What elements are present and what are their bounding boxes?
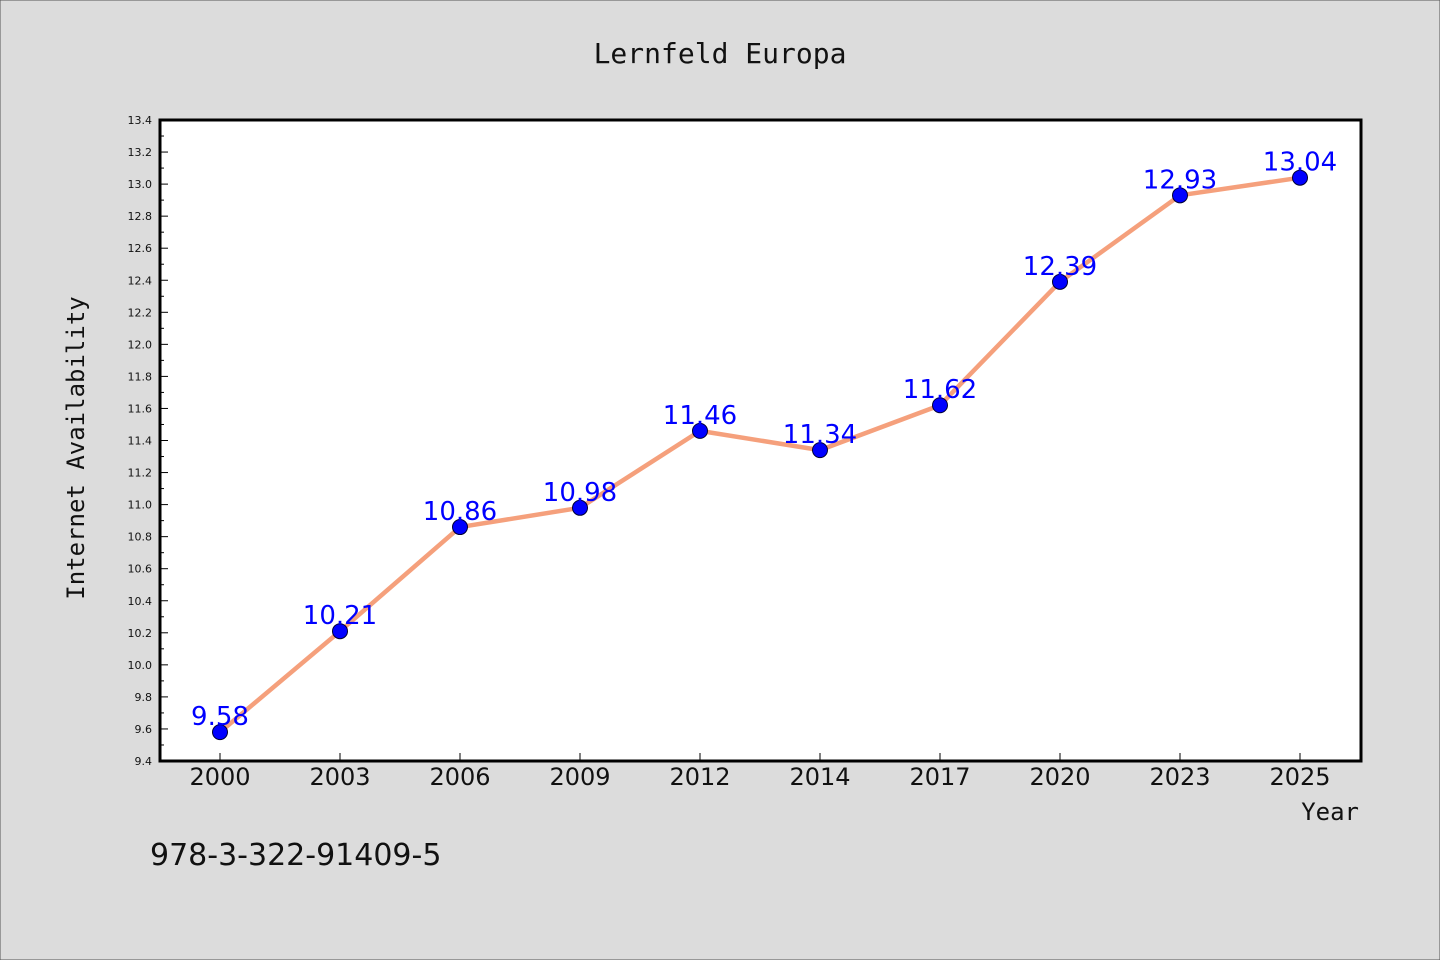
y-tick-label: 12.8: [128, 210, 153, 223]
x-tick-label: 2012: [669, 763, 730, 791]
data-label: 13.04: [1263, 148, 1337, 178]
data-point: [812, 442, 828, 459]
y-tick-label: 9.6: [135, 723, 153, 736]
y-tick-label: 11.6: [128, 402, 153, 415]
data-point: [692, 422, 708, 439]
y-tick-label: 10.8: [128, 531, 153, 544]
y-tick-label: 12.4: [128, 274, 153, 287]
data-point: [572, 499, 588, 516]
data-label: 12.39: [1023, 252, 1097, 282]
y-tick-label: 13.2: [128, 146, 153, 159]
y-tick-label: 11.4: [128, 435, 153, 448]
x-tick-label: 2020: [1029, 763, 1090, 791]
y-tick-label: 12.0: [128, 338, 153, 351]
y-tick-label: 13.0: [128, 178, 153, 191]
series-line: [217, 175, 1303, 735]
chart-title: Lernfeld Europa: [594, 37, 847, 70]
y-tick-label: 11.0: [128, 499, 153, 512]
x-tick-label: 2023: [1149, 763, 1210, 791]
data-point: [1052, 273, 1068, 290]
y-tick-label: 10.0: [128, 659, 153, 672]
y-tick-label: 10.2: [128, 627, 153, 640]
y-tick-label: 12.6: [128, 242, 153, 255]
data-label: 10.86: [423, 497, 497, 527]
y-tick-label: 13.4: [128, 114, 153, 127]
data-point: [932, 397, 948, 414]
x-axis-title: Year: [1301, 798, 1359, 826]
y-axis: 9.4 9.6 9.8 10.0 10.2 10.4 10.6 10.8 11.0 11.2 11.…: [128, 114, 168, 768]
data-point: [1292, 169, 1308, 186]
x-tick-label: 2003: [309, 763, 370, 791]
x-tick-label: 2014: [789, 763, 850, 791]
x-tick-label: 2000: [189, 763, 250, 791]
y-axis-title: Internet Availability: [62, 296, 90, 599]
data-point: [332, 623, 348, 640]
data-label: 10.98: [543, 478, 617, 508]
x-tick-label: 2009: [549, 763, 610, 791]
y-tick-label: 9.4: [135, 755, 153, 768]
y-tick-label: 10.4: [128, 595, 153, 608]
data-label: 9.58: [191, 702, 249, 732]
footer-isbn: 978-3-322-91409-5: [150, 838, 441, 873]
y-tick-label: 11.8: [128, 370, 153, 383]
data-label: 11.34: [783, 420, 857, 450]
x-tick-label: 2006: [429, 763, 490, 791]
data-point: [212, 724, 228, 741]
data-label: 10.21: [303, 601, 377, 631]
x-tick-label: 2017: [909, 763, 970, 791]
x-tick-label: 2025: [1269, 763, 1330, 791]
data-point: [452, 519, 468, 536]
data-label: 12.93: [1143, 165, 1217, 195]
data-labels: 9.58 10.21 10.86 10.98 11.46 11.34 11.62 12.39 1…: [191, 148, 1337, 732]
y-tick-label: 12.2: [128, 306, 153, 319]
data-label: 11.62: [903, 375, 977, 405]
data-label: 11.46: [663, 401, 737, 431]
y-tick-label: 10.6: [128, 563, 153, 576]
series-line-group: [217, 175, 1303, 735]
data-point: [1172, 187, 1188, 204]
data-markers: [212, 169, 1308, 741]
x-axis: 2000 2003 2006 2009 2012 2014 2017 2020 2023 2025: [189, 753, 1331, 791]
y-tick-label: 9.8: [135, 691, 153, 704]
y-tick-label: 11.2: [128, 467, 153, 480]
